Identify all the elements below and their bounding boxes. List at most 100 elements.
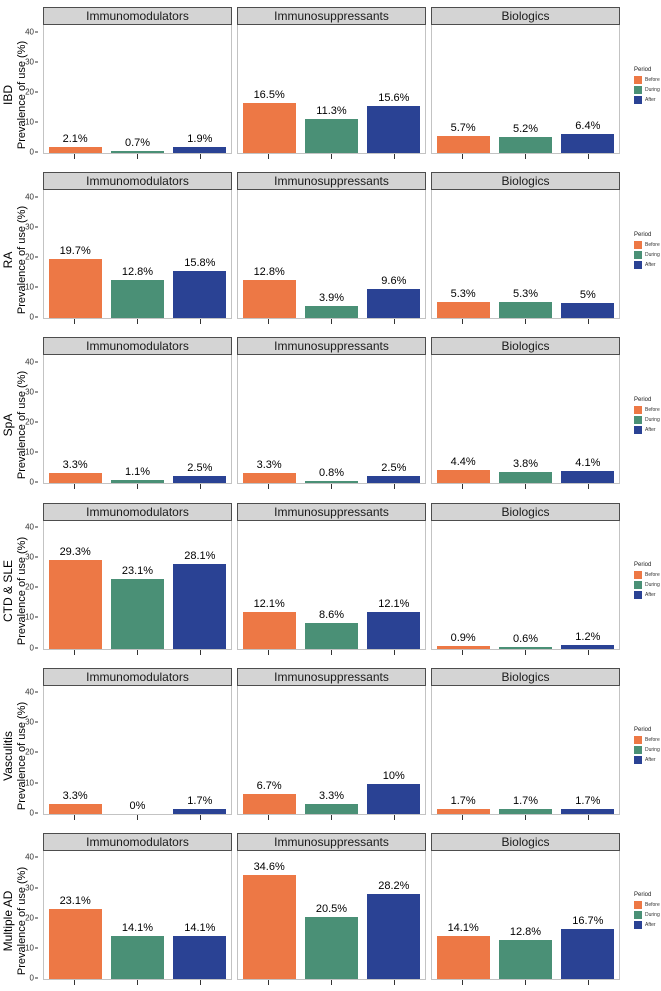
x-tick — [106, 649, 169, 656]
bar-group-after: 10% — [363, 686, 425, 814]
y-tick-mark-icon — [35, 391, 38, 393]
x-axis-ticks — [237, 154, 426, 160]
x-tick-mark-icon — [331, 484, 332, 490]
bar-before — [436, 936, 490, 979]
x-axis-ticks — [43, 484, 232, 490]
y-tick: 30 — [25, 883, 38, 892]
legend-item-label: During — [645, 912, 660, 919]
x-tick — [169, 649, 232, 656]
y-tick-mark-icon — [35, 887, 38, 889]
x-axis-ticks — [43, 814, 232, 821]
legend-item-label: After — [645, 922, 656, 929]
plot-panel: 12.1% 8.6% 12.1% — [237, 520, 426, 650]
y-tick-label: 20 — [25, 582, 34, 592]
legend-item-label: During — [645, 416, 660, 423]
bar-after — [561, 928, 615, 979]
plot-panel: 34.6% 20.5% 28.2% — [237, 850, 426, 980]
y-tick: 20 — [25, 418, 38, 427]
x-axis-ticks — [237, 484, 426, 490]
y-tick-label: 30 — [25, 57, 34, 67]
bar-group-during: 12.8% — [106, 190, 168, 319]
bar-during — [305, 917, 358, 979]
x-tick — [431, 319, 494, 325]
bar-before — [242, 874, 296, 979]
y-tick-mark-icon — [35, 31, 38, 33]
y-tick-mark-icon — [35, 481, 38, 483]
y-tick: 10 — [25, 448, 38, 457]
bar-group-during: 0.7% — [106, 25, 168, 153]
legend-item-during: During — [634, 746, 661, 755]
x-tick — [557, 319, 620, 325]
x-tick — [557, 484, 620, 490]
x-tick-mark-icon — [137, 649, 138, 655]
bar-before — [436, 470, 490, 484]
bar-value-label: 1.7% — [575, 794, 601, 807]
x-tick — [237, 319, 300, 325]
y-axis-ticks: 0 10 20 30 40 — [22, 850, 38, 982]
bar-before — [242, 279, 296, 319]
x-tick-mark-icon — [462, 814, 463, 820]
x-tick — [169, 484, 232, 490]
y-tick: 30 — [25, 222, 38, 231]
legend-swatch-after-icon — [634, 756, 642, 765]
panel-immunomodulators: Immunomodulators 23.1% 14.1% 14.1% — [43, 832, 232, 991]
y-tick-label: 0 — [29, 808, 34, 818]
y-tick-mark-icon — [35, 721, 38, 723]
x-tick — [169, 979, 232, 986]
x-tick — [431, 484, 494, 490]
legend-swatch-after-icon — [634, 95, 642, 104]
bar-during — [305, 480, 358, 484]
bar-value-label: 1.7% — [187, 794, 213, 807]
legend-swatch-after-icon — [634, 921, 642, 930]
bar-value-label: 12.1% — [378, 598, 410, 611]
facet-row-label: CTD & SLE — [1, 559, 15, 622]
y-tick-mark-icon — [35, 647, 38, 649]
bar-group-before: 1.7% — [432, 686, 494, 814]
bar-value-label: 6.7% — [256, 779, 282, 792]
bar-group-during: 3.3% — [300, 686, 362, 814]
x-tick-mark-icon — [525, 154, 526, 159]
bar-after — [367, 783, 421, 814]
x-tick — [300, 814, 363, 821]
bar-value-label: 28.1% — [184, 549, 216, 562]
bar-value-label: 2.5% — [187, 461, 213, 474]
plot-panel: 5.7% 5.2% 6.4% — [431, 25, 620, 154]
legend-column: Period Before During After — [625, 503, 661, 661]
bar-after — [173, 563, 227, 649]
panel-immunomodulators: Immunomodulators 2.1% 0.7% 1.9% — [43, 7, 232, 165]
bar-group-before: 5.3% — [432, 190, 494, 319]
legend-title: Period — [634, 231, 652, 238]
facet-column-strip: Immunosuppressants — [237, 7, 426, 25]
x-tick-mark-icon — [588, 319, 589, 325]
facet-column-strip: Immunomodulators — [43, 502, 232, 521]
legend-item-after: After — [634, 756, 661, 765]
x-tick-mark-icon — [137, 154, 138, 159]
bar-group-after: 5% — [557, 190, 619, 319]
panel-immunomodulators: Immunomodulators 29.3% 23.1% 28.1% — [43, 502, 232, 661]
y-axis-ticks: 0 10 20 30 40 — [22, 685, 38, 817]
y-tick-mark-icon — [35, 91, 38, 93]
bar-value-label: 28.2% — [378, 879, 410, 892]
bar-value-label: 1.7% — [512, 794, 539, 807]
bar-value-label: 14.1% — [447, 922, 479, 935]
y-tick-label: 20 — [25, 417, 34, 427]
left-axis-column: SpA Prevalence of use (%) 0 10 20 30 40 — [0, 337, 38, 495]
legend-item-before: Before — [634, 75, 661, 84]
x-tick-mark-icon — [394, 484, 395, 490]
panel-immunomodulators: Immunomodulators 3.3% 0% 1.7% — [43, 667, 232, 826]
legend-item-during: During — [634, 415, 661, 424]
facet-column-strip: Immunosuppressants — [237, 832, 426, 851]
y-tick-label: 0 — [29, 477, 34, 487]
legend-swatch-after-icon — [634, 591, 642, 600]
bar-value-label: 3.8% — [512, 457, 539, 470]
bar-value-label: 15.8% — [184, 256, 216, 269]
legend: Period Before During After — [625, 67, 661, 106]
x-axis-ticks — [43, 649, 232, 656]
legend-item-during: During — [634, 911, 661, 920]
legend-item-label: Before — [645, 902, 660, 909]
legend-swatch-during-icon — [634, 746, 642, 755]
panel-immunosuppressants: Immunosuppressants 16.5% 11.3% 15.6% — [237, 7, 426, 165]
x-tick — [557, 814, 620, 821]
x-axis-ticks — [43, 319, 232, 325]
legend-column: Period Before During After — [625, 7, 661, 165]
